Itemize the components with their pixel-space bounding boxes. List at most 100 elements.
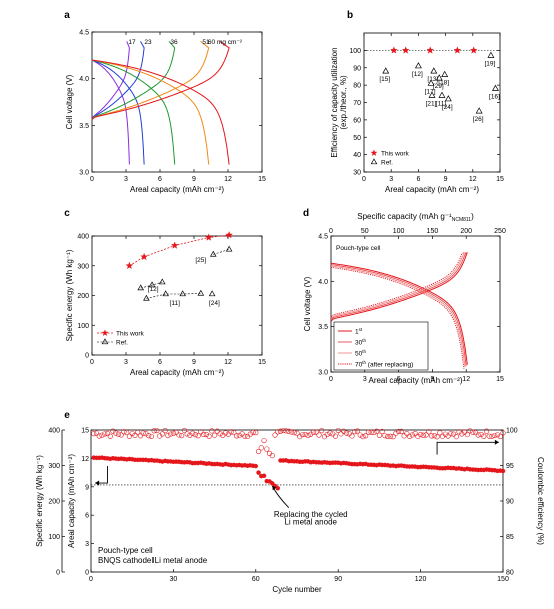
panel-c-ytick-label: 0 [85,353,89,360]
ce-point [308,431,314,437]
ref-label: [13] [427,76,438,83]
ce-point [494,432,501,438]
ce-point [176,432,182,438]
ce-point [368,429,374,435]
panel-b-xtick-label: 3 [389,176,393,183]
ce-point [409,432,415,438]
ce-point [291,430,297,436]
ce-point [442,431,448,437]
panel-a-xtick-label: 9 [192,176,196,183]
legend-ref: Ref. [116,340,128,347]
ce-point [253,430,259,436]
ce-point [500,430,506,436]
panel-a-xtick-label: 12 [224,176,232,183]
ce-point [231,429,237,436]
panel-d-top-xtick-label: 150 [427,228,439,235]
arrow-left-axis [95,465,108,484]
x-axis-label-a: Areal capacity (mAh cm⁻²) [130,185,224,194]
capacity-point [261,473,267,479]
ref-point [444,95,452,102]
ref-label-25: [25] [195,257,206,264]
ce-point [209,428,215,434]
ref-label: [15] [379,76,390,83]
panel-b-ytick-label: 30 [353,170,361,177]
ce-point [91,431,97,437]
charge-curve-0 [330,252,468,322]
top-x-axis-label-d: Specific capacity (mAh g⁻¹NCM811) [357,212,474,223]
ce-point [247,431,253,437]
panel-a-xtick-label: 6 [158,176,162,183]
panel-e-areal-tick-label: 3 [85,541,89,548]
ce-point [113,430,119,436]
this-work-point [170,241,179,249]
ce-point [146,433,152,439]
ref-label: [26] [473,116,484,123]
y-axis-label-b-2: (exp./theor., %) [339,75,348,130]
ref-label-11: [11] [170,300,181,307]
panel-e-ce-tick-label: 95 [506,463,514,470]
ce-point [385,433,391,440]
panel-c-ytick-label: 400 [77,234,89,241]
ce-point [236,432,242,438]
panel-b-ytick-label: 50 [353,135,361,142]
this-work-point [390,46,398,54]
ce-point [324,431,330,438]
ref-point [487,51,495,58]
ref-line-1 [140,281,163,289]
panel-label-e: e [64,410,70,421]
ce-point [338,431,344,437]
ref-label: [29] [433,83,444,90]
capacity-point [256,470,261,475]
panel-e-ce-tick-label: 80 [506,570,514,577]
legend-sup: th [362,338,366,343]
ce-point [198,429,204,435]
ce-point [456,429,462,435]
panel-a-frame [91,31,263,173]
panel-b-xtick-label: 15 [496,176,504,183]
ce-point [453,434,459,440]
ce-point [481,433,487,439]
ref-point [441,70,449,77]
panel-a-xtick-label: 0 [90,176,94,183]
ce-point [129,430,135,437]
panel-a-ytick-label: 4.5 [79,30,89,37]
discharge-curve-0 [91,59,130,165]
charge-curve-2 [91,40,176,120]
capacity-point [275,485,281,491]
ce-point [489,433,495,439]
ce-point [310,429,317,435]
ce-point [475,432,481,438]
ce-point [341,428,347,434]
ce-point [264,446,270,452]
ce-point [497,433,503,440]
ce-point [428,433,435,439]
ce-point [472,430,479,436]
panel-c-xtick-label: 12 [224,359,232,366]
panel-e-energy-tick-label: 0 [56,570,60,577]
ce-point [135,429,141,436]
loading-label-3: 51 [202,39,210,46]
discharge-curve-3 [330,266,465,369]
ce-point [93,430,100,436]
ce-point [371,429,377,436]
ce-point [299,432,306,438]
ce-point [294,430,300,436]
arrow-right-head [494,439,499,445]
panel-d-xtick-label: 0 [329,376,333,383]
ref-point [438,91,446,98]
ce-point [220,432,226,438]
ref-point [197,289,205,296]
panel-e-ce-tick-label: 90 [506,499,514,506]
panel-e-energy-tick-label: 400 [48,428,60,435]
panel-label-a: a [64,10,70,21]
ce-point [272,432,278,438]
capacity-point [270,481,275,486]
panel-e-xtick-label: 30 [170,576,178,583]
panel-c-ytick-label: 100 [77,323,89,330]
legend-box-d [333,321,429,371]
ref-point [427,79,435,86]
panel-d-ytick-label: 4.5 [318,234,328,241]
legend-this-work: This work [116,331,145,338]
ref-label: [11] [436,101,447,108]
panel-d-top-xtick-label: 250 [494,228,506,235]
